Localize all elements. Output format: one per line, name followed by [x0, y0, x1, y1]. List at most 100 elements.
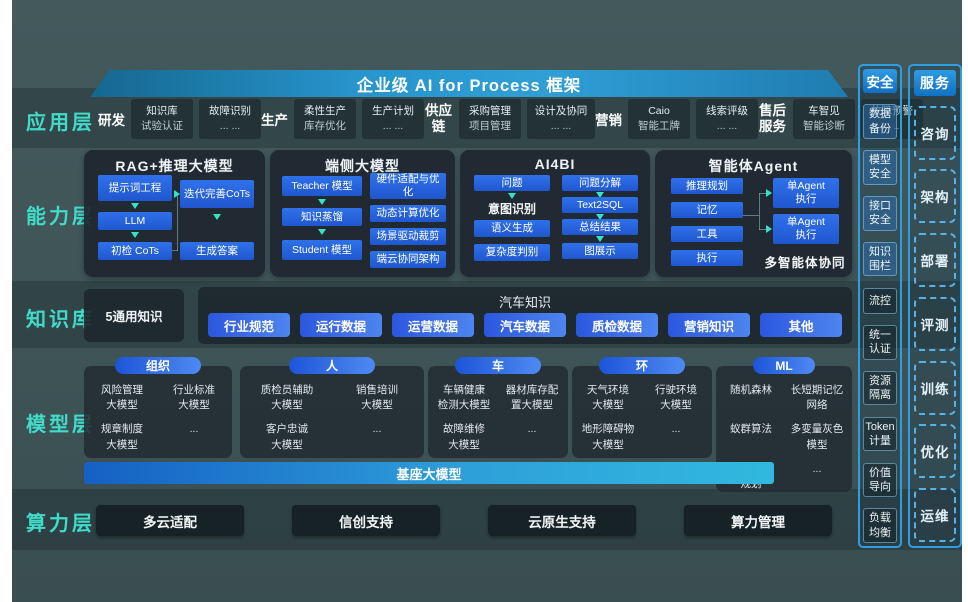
model-cell: ... — [527, 423, 537, 436]
app-group-label: 生产 — [261, 113, 288, 128]
flow-box: 图展示 — [562, 243, 638, 259]
model-cell: 质检员辅助 大模型 — [260, 384, 314, 412]
layer-label-model: 模型层 — [26, 414, 95, 436]
service-item: 优化 — [914, 424, 956, 479]
app-box: 车智见 智能诊断 — [793, 99, 855, 139]
app-group-rd: 研发 知识库 试验认证 故障识别 ... ... — [98, 99, 261, 139]
flow-box-line: 单Agent — [787, 180, 825, 193]
app-layer-row: 研发 知识库 试验认证 故障识别 ... ... 生产 柔性生产 库存优化 生产… — [98, 97, 923, 141]
arrow-right-icon — [766, 189, 772, 197]
app-box: 设计及协同 ... ... — [527, 99, 595, 139]
app-box-line: ... ... — [382, 120, 404, 132]
model-cell: 销售培训 大模型 — [356, 384, 398, 412]
flow-box: 初检 CoTs — [98, 242, 172, 260]
app-group-label: 供应链 — [425, 103, 452, 134]
app-box-line: 智能诊断 — [803, 120, 845, 132]
arrow-down-icon — [131, 232, 139, 238]
flow-box: Text2SQL — [562, 197, 638, 213]
title-banner: 企业级 AI for Process 框架 — [90, 70, 848, 97]
security-item: 负载均衡 — [863, 508, 897, 543]
model-cell: ... — [671, 423, 681, 436]
model-cell: ... — [372, 423, 382, 436]
arrow-down-icon — [596, 214, 604, 220]
flow-box: 语义生成 — [474, 220, 550, 237]
knowledge-pill: 运行数据 — [300, 313, 382, 337]
security-item: 资源隔离 — [863, 370, 897, 406]
app-group-marketing: 营销 Caio 智能工牌 线索评级 ... ... — [595, 99, 758, 139]
flow-box: 提示词工程 — [98, 175, 172, 201]
service-column-header: 服务 — [914, 70, 956, 96]
flow-box: 生成答案 — [180, 242, 254, 260]
model-cell-grid: 天气环境 大模型 行驶环境 大模型 地形障碍物 大模型 ... — [572, 366, 712, 457]
app-box-line: 柔性生产 — [304, 105, 346, 118]
flow-box: 执行 — [671, 250, 743, 266]
layer-label-application: 应用层 — [26, 112, 95, 134]
security-column-header: 安全 — [863, 69, 897, 93]
model-cell-grid: 风险管理 大模型 行业标准 大模型 规章制度 大模型 ... — [84, 366, 232, 457]
model-group-organization: 组织 风险管理 大模型 行业标准 大模型 规章制度 大模型 ... — [84, 357, 232, 458]
knowledge-pill: 质检数据 — [576, 313, 658, 337]
model-cell-grid: 车辆健康 检测大模型 器材库存配 置大模型 故障维修 大模型 ... — [428, 366, 568, 457]
compute-box: 云原生支持 — [488, 505, 636, 536]
app-layer-band — [12, 88, 962, 148]
model-cell: 客户忠诚 大模型 — [266, 423, 308, 451]
knowledge-pill: 行业规范 — [208, 313, 290, 337]
model-cell: 天气环境 大模型 — [587, 384, 629, 412]
model-group-environment: 环 天气环境 大模型 行驶环境 大模型 地形障碍物 大模型 ... — [572, 357, 712, 458]
app-box-line: 生产计划 — [372, 105, 414, 118]
security-column: 安全 数据备份 模型安全 接口安全 知识围栏 流控 统一认证 资源隔离 Toke… — [858, 64, 902, 548]
arrow-down-icon — [596, 236, 604, 242]
flow-box-line: 单Agent — [787, 216, 825, 229]
model-cell: 地形障碍物 大模型 — [581, 423, 635, 451]
flow-box: 问题分解 — [562, 175, 638, 191]
app-box: 柔性生产 库存优化 — [294, 99, 356, 139]
model-group-pill: ML — [753, 357, 815, 374]
security-item: 统一认证 — [863, 324, 897, 360]
model-cell: ... — [812, 462, 822, 475]
security-item: 价值导向 — [863, 462, 897, 498]
flow-box: Student 模型 — [282, 240, 362, 260]
flow-text: 意图识别 — [487, 202, 536, 216]
app-box-line: 知识库 — [146, 105, 178, 118]
knowledge-pill: 运营数据 — [392, 313, 474, 337]
flow-box: 知识蒸馏 — [282, 208, 362, 226]
service-item: 架构 — [914, 169, 956, 224]
flow-box: 硬件适配与优化 — [370, 173, 446, 199]
layer-label-knowledge: 知识库 — [26, 309, 95, 331]
app-group-production: 生产 柔性生产 库存优化 生产计划 ... ... — [261, 99, 424, 139]
model-group-vehicle: 车 车辆健康 检测大模型 器材库存配 置大模型 故障维修 大模型 ... — [428, 357, 568, 458]
app-group-label: 售后服务 — [759, 103, 786, 134]
security-item: 知识围栏 — [863, 241, 897, 277]
arrow-down-icon — [508, 193, 516, 199]
flow-box: LLM — [98, 212, 172, 230]
flow-box: 端云协同架构 — [370, 251, 446, 268]
panel-title: RAG+推理大模型 — [115, 158, 234, 174]
model-group-people: 人 质检员辅助 大模型 销售培训 大模型 客户忠诚 大模型 ... — [240, 357, 424, 458]
model-cell: 规章制度 大模型 — [101, 423, 143, 451]
model-cell: 行业标准 大模型 — [173, 384, 215, 412]
compute-box: 算力管理 — [684, 505, 832, 536]
service-item: 评测 — [914, 296, 956, 351]
panel-title: 智能体Agent — [708, 158, 799, 174]
app-box-line: 车智见 — [808, 105, 840, 118]
knowledge-pill-row: 行业规范 运行数据 运营数据 汽车数据 质检数据 营销知识 其他 — [208, 313, 842, 337]
general-knowledge-box: 5通用知识 — [84, 289, 184, 342]
service-item: 训练 — [914, 360, 956, 415]
compute-box: 信创支持 — [292, 505, 440, 536]
arrow-down-icon — [213, 214, 221, 220]
security-item: 流控 — [863, 287, 897, 314]
app-box-line: 故障识别 — [209, 105, 251, 118]
flow-box: 动态计算优化 — [370, 205, 446, 222]
model-cell: ... — [189, 423, 199, 436]
flow-box-line: 执行 — [795, 229, 817, 241]
model-group-pill: 人 — [289, 357, 375, 374]
model-cell: 随机森林 — [730, 384, 772, 396]
model-group-pill: 组织 — [115, 357, 201, 374]
flow-box: 复杂度判别 — [474, 244, 550, 261]
model-cell: 风险管理 大模型 — [101, 384, 143, 412]
compute-box: 多云适配 — [96, 505, 244, 536]
model-group-pill: 环 — [599, 357, 685, 374]
flow-box: 总结结果 — [562, 219, 638, 235]
multi-agent-note: 多智能体协同 — [764, 256, 846, 270]
app-box-line: 线索评级 — [706, 105, 748, 118]
